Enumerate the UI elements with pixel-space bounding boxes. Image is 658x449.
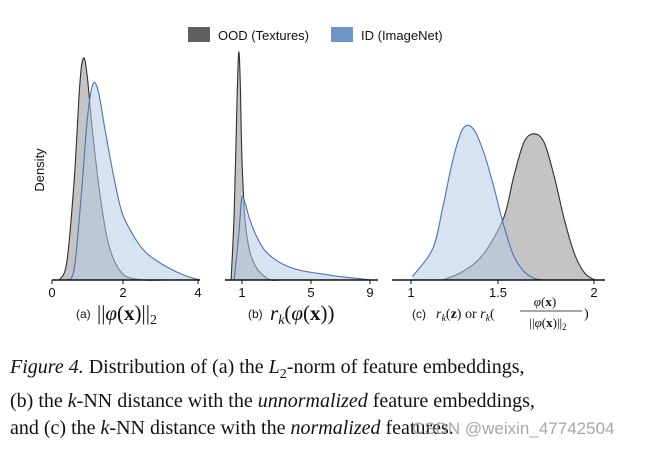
- x-tick-label: 2: [590, 285, 597, 300]
- figure-caption: Figure 4. Distribution of (a) the L2-nor…: [10, 354, 650, 442]
- caption-unnormalized: unnormalized: [257, 390, 368, 412]
- caption-text: feature embeddings,: [367, 390, 535, 412]
- caption-math-k: k: [67, 390, 77, 412]
- watermark: CSDN @weixin_47742504: [412, 419, 615, 438]
- panel-a-tag: (a): [76, 307, 91, 321]
- panel-c: 1 1.5 2: [392, 124, 605, 300]
- panel-b-xlabel: (b) rk(φ(x)): [248, 301, 335, 328]
- id-density-area: [66, 82, 200, 280]
- figure-4: OOD (Textures) ID (ImageNet) Density 0 2 4…: [32, 27, 605, 332]
- x-tick-label: 4: [194, 285, 201, 300]
- caption-fig-label: Figure 4.: [10, 356, 84, 378]
- x-tick-label: 9: [366, 285, 373, 300]
- panel-c-frac-den: ||φ(x)||2: [529, 315, 566, 332]
- panel-c-xlabel: (c) rk(z) or rk( φ(x) ||φ(x)||2 ): [412, 294, 589, 332]
- x-tick-label: 1: [407, 285, 414, 300]
- panel-a-math: ||φ(x)||2: [97, 301, 157, 328]
- caption-text: -norm of feature embeddings,: [286, 356, 525, 378]
- panel-b-math: rk(φ(x)): [270, 301, 335, 328]
- legend-label-ood: OOD (Textures): [218, 28, 309, 43]
- legend: OOD (Textures) ID (ImageNet): [188, 27, 443, 43]
- x-tick-label: 5: [307, 285, 314, 300]
- y-axis-label: Density: [32, 148, 47, 192]
- legend-label-id: ID (ImageNet): [361, 28, 443, 43]
- id-density-area: [234, 195, 371, 280]
- caption-text: (b) the: [10, 390, 68, 412]
- panel-b-tag: (b): [248, 307, 263, 321]
- ood-density-area: [442, 133, 595, 280]
- x-tick-label: 1: [238, 285, 245, 300]
- id-density-line: [66, 81, 201, 281]
- panel-c-tag: (c): [412, 307, 426, 321]
- caption-math-k: k: [100, 417, 110, 439]
- caption-math-L: L: [268, 356, 280, 378]
- caption-text: features.: [380, 417, 454, 439]
- legend-swatch-ood: [188, 27, 210, 42]
- caption-text: Distribution of (a) the: [83, 356, 269, 378]
- legend-swatch-id: [331, 27, 353, 42]
- id-density-line: [411, 124, 545, 281]
- x-tick-label: 0: [48, 285, 55, 300]
- panel-c-frac-num: φ(x): [534, 294, 556, 309]
- panel-c-math: rk(z) or rk(: [436, 307, 495, 324]
- caption-text: and (c) the: [10, 417, 101, 439]
- caption-text: -NN distance with the: [76, 390, 258, 412]
- caption-normalized: normalized: [290, 417, 381, 439]
- caption-sub-2: 2: [279, 367, 287, 382]
- panel-c-close-paren: ): [584, 307, 589, 322]
- id-density-area: [412, 125, 545, 280]
- x-tick-label: 2: [119, 285, 126, 300]
- panel-b: 1 5 9: [225, 51, 378, 300]
- id-density-line: [233, 195, 371, 281]
- panel-a-xlabel: (a) ||φ(x)||2: [76, 301, 157, 328]
- caption-text: -NN distance with the: [109, 417, 291, 439]
- panel-a: 0 2 4: [48, 57, 202, 300]
- x-tick-label: 1.5: [489, 285, 507, 300]
